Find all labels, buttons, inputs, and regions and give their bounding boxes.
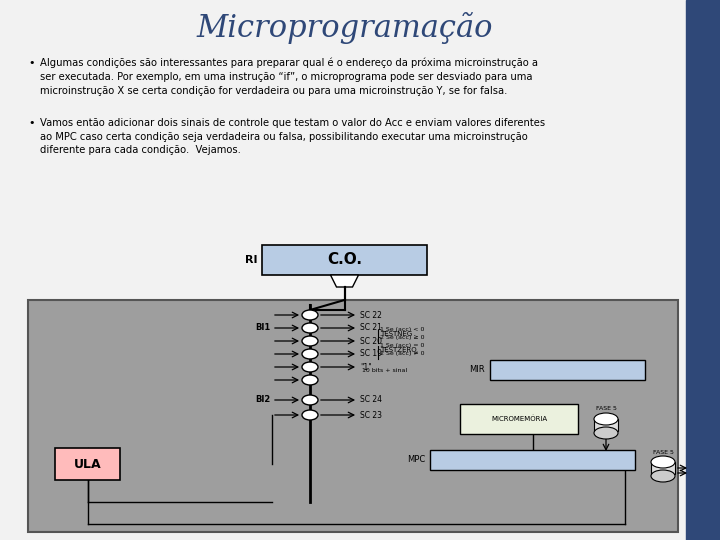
Text: FASE 5: FASE 5: [595, 406, 616, 410]
Bar: [28, 300, 678, 532]
Text: SC 23: SC 23: [360, 410, 382, 420]
Text: 1 Se (acc) = 0: 1 Se (acc) = 0: [380, 343, 424, 348]
Bar: [686, 0, 720, 540]
Text: Vamos então adicionar dois sinais de controle que testam o valor do Acc e enviam: Vamos então adicionar dois sinais de con…: [40, 118, 545, 155]
Text: Microprogramação: Microprogramação: [197, 12, 493, 44]
Text: 10 bits + sinal: 10 bits + sinal: [362, 368, 407, 373]
Bar: [55, 448, 120, 480]
Text: TESTZERO: TESTZERO: [380, 347, 417, 353]
Ellipse shape: [302, 362, 318, 372]
Ellipse shape: [302, 375, 318, 385]
Text: MICROMEMÓRIA: MICROMEMÓRIA: [491, 416, 547, 422]
Ellipse shape: [651, 456, 675, 468]
Text: SC 20: SC 20: [360, 336, 382, 346]
Bar: [430, 450, 635, 470]
Text: SC 19: SC 19: [360, 349, 382, 359]
Text: 1 Se (acc) < 0: 1 Se (acc) < 0: [380, 327, 424, 333]
Ellipse shape: [302, 410, 318, 420]
Text: MIR: MIR: [469, 366, 485, 375]
Bar: [460, 404, 578, 434]
Ellipse shape: [651, 470, 675, 482]
Text: MPC: MPC: [407, 456, 425, 464]
Text: 2 Se (acc) ≠ 0: 2 Se (acc) ≠ 0: [380, 352, 425, 356]
Bar: [594, 419, 618, 431]
Text: RI: RI: [246, 255, 258, 265]
Polygon shape: [330, 275, 359, 287]
Text: SC 21: SC 21: [360, 323, 382, 333]
Text: Algumas condições são interessantes para preparar qual é o endereço da próxima m: Algumas condições são interessantes para…: [40, 58, 538, 96]
Text: •: •: [28, 118, 35, 128]
Text: TESTNEG: TESTNEG: [380, 331, 413, 337]
Ellipse shape: [594, 427, 618, 439]
Text: C.O.: C.O.: [327, 253, 362, 267]
Bar: [490, 360, 645, 380]
Ellipse shape: [594, 413, 618, 425]
Text: SC 24: SC 24: [360, 395, 382, 404]
Bar: [262, 245, 427, 275]
Text: FASE 5: FASE 5: [652, 449, 673, 455]
Text: 2 Se (acc) ≥ 0: 2 Se (acc) ≥ 0: [380, 335, 425, 341]
Text: BI1: BI1: [255, 323, 270, 333]
Ellipse shape: [302, 336, 318, 346]
Text: ULA: ULA: [73, 457, 102, 470]
Ellipse shape: [302, 395, 318, 405]
Ellipse shape: [302, 323, 318, 333]
Text: "1": "1": [360, 362, 372, 372]
Bar: [651, 462, 675, 474]
Ellipse shape: [302, 310, 318, 320]
Text: •: •: [28, 58, 35, 68]
Ellipse shape: [302, 349, 318, 359]
Text: BI2: BI2: [255, 395, 270, 404]
Text: SC 22: SC 22: [360, 310, 382, 320]
